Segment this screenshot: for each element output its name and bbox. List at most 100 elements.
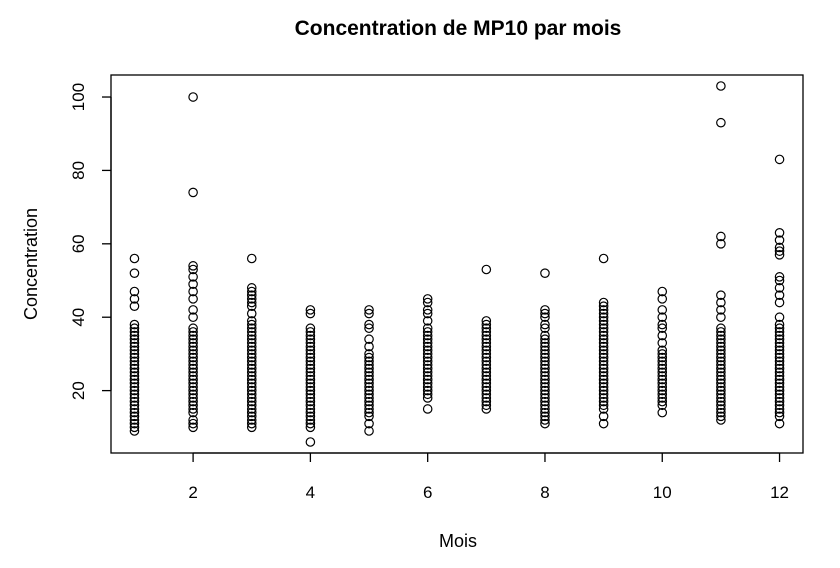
data-point (598, 341, 609, 352)
data-point (246, 415, 257, 425)
data-point (246, 301, 257, 312)
data-point (598, 356, 609, 367)
data-point (364, 382, 374, 392)
data-point (188, 261, 198, 271)
data-point (657, 400, 668, 411)
data-point (305, 371, 316, 381)
data-point (481, 404, 492, 414)
data-point (364, 349, 374, 359)
data-point (188, 367, 198, 378)
data-point (716, 415, 726, 425)
data-point (305, 334, 316, 345)
data-point (774, 246, 785, 256)
data-point (246, 345, 257, 356)
x-tick-label: 12 (770, 483, 789, 502)
data-point (188, 294, 198, 304)
data-point (305, 308, 316, 319)
data-point (188, 356, 198, 367)
data-point (774, 345, 785, 356)
data-point (305, 411, 316, 422)
data-point (657, 338, 668, 348)
data-point (774, 385, 785, 396)
data-point (129, 400, 140, 411)
data-point (246, 385, 257, 396)
data-point (481, 349, 492, 359)
data-point (129, 338, 140, 348)
data-point (188, 374, 198, 385)
data-point (305, 374, 316, 385)
data-point (129, 393, 140, 403)
data-point (774, 367, 785, 378)
data-point (246, 356, 257, 367)
data-point (481, 378, 492, 389)
data-point (188, 345, 198, 356)
data-point (481, 352, 492, 363)
data-point (129, 341, 140, 352)
data-point (657, 323, 668, 334)
data-point (598, 253, 609, 264)
data-point (774, 154, 785, 165)
data-point (774, 323, 785, 334)
data-point (774, 363, 785, 374)
data-point (422, 316, 433, 326)
data-point (774, 389, 785, 400)
data-point (246, 308, 257, 319)
data-point (188, 418, 198, 429)
data-point (422, 371, 433, 381)
data-point (364, 418, 374, 429)
data-point (598, 334, 609, 345)
data-point (188, 352, 198, 363)
data-point (188, 407, 198, 418)
data-point (716, 239, 726, 249)
data-point (540, 341, 550, 352)
data-point (481, 330, 492, 341)
data-point (774, 352, 785, 363)
y-tick-label: 80 (69, 161, 88, 180)
data-point (129, 294, 140, 304)
data-point (246, 404, 257, 414)
y-axis: 20 40 60 80 100 (69, 83, 112, 400)
data-point (422, 389, 433, 400)
data-point (657, 393, 668, 403)
data-point (188, 312, 198, 323)
data-point (129, 301, 140, 312)
data-point (774, 330, 785, 341)
data-point (305, 422, 316, 433)
data-point (657, 294, 668, 304)
data-point (188, 404, 198, 414)
data-point (422, 360, 433, 370)
data-point (481, 327, 492, 337)
data-point (774, 312, 785, 323)
data-point (657, 312, 668, 323)
data-point (716, 81, 726, 91)
data-point (129, 327, 140, 337)
data-point (305, 385, 316, 396)
data-point (774, 250, 785, 260)
data-point (540, 352, 550, 363)
data-point (657, 352, 668, 363)
data-point (657, 389, 668, 400)
data-point (481, 385, 492, 396)
data-point (481, 338, 492, 348)
data-point (598, 393, 609, 403)
data-point (540, 415, 550, 425)
x-tick-label: 4 (306, 483, 315, 502)
data-point (422, 382, 433, 392)
data-point (540, 404, 550, 414)
data-point (129, 360, 140, 370)
data-point (657, 360, 668, 370)
data-point (481, 319, 492, 330)
x-tick-label: 2 (188, 483, 197, 502)
data-point (716, 367, 726, 378)
data-point (129, 356, 140, 367)
data-point (481, 382, 492, 392)
data-point (364, 411, 374, 422)
data-point (774, 418, 785, 429)
data-point (188, 341, 198, 352)
data-point (598, 378, 609, 389)
data-point (422, 404, 433, 414)
data-point (129, 378, 140, 389)
data-point (481, 389, 492, 400)
data-point (364, 385, 374, 396)
data-point (774, 393, 785, 403)
